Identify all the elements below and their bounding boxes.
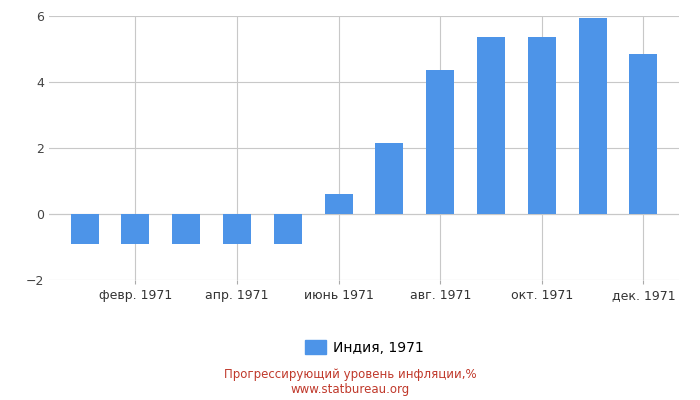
Bar: [121, 214, 149, 244]
Legend: Индия, 1971: Индия, 1971: [299, 334, 429, 360]
Bar: [375, 143, 403, 214]
Text: www.statbureau.org: www.statbureau.org: [290, 383, 410, 396]
Text: Прогрессирующий уровень инфляции,%: Прогрессирующий уровень инфляции,%: [224, 368, 476, 381]
Bar: [477, 38, 505, 214]
Bar: [274, 214, 302, 244]
Bar: [629, 54, 657, 214]
Bar: [71, 214, 99, 244]
Bar: [426, 70, 454, 214]
Bar: [579, 18, 607, 214]
Bar: [172, 214, 200, 244]
Bar: [325, 194, 353, 214]
Bar: [223, 214, 251, 244]
Bar: [528, 38, 556, 214]
